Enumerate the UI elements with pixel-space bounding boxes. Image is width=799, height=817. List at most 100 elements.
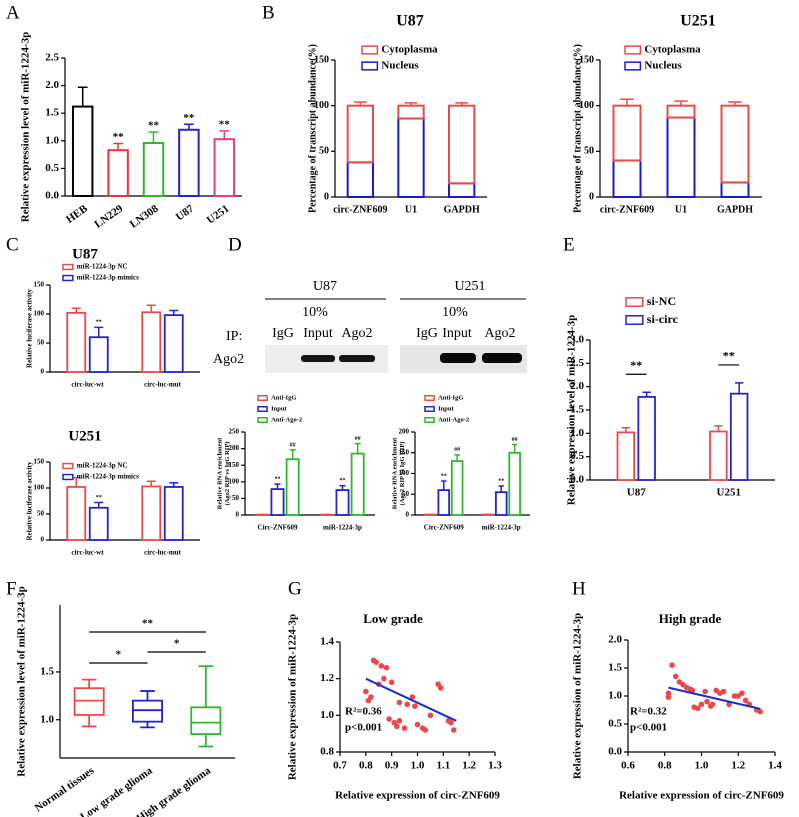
box <box>73 687 105 716</box>
legend-swatch <box>62 274 74 282</box>
significance-label: ** <box>630 358 642 372</box>
panel-label: F <box>6 578 17 599</box>
x-tick-label: GAPDH <box>444 204 480 215</box>
y-axis-label: Relative expression of miR-1224-3p <box>572 613 584 779</box>
y-axis-label: Percentage of transcript abundance(%) <box>572 44 583 213</box>
blot-cell-line: U87 <box>313 279 337 294</box>
significance-label: ** <box>113 131 125 143</box>
point <box>702 688 708 695</box>
box <box>190 706 222 735</box>
point <box>742 697 749 704</box>
legend-label: si-circ <box>647 312 679 326</box>
bar-segment <box>397 104 425 120</box>
whisker-high <box>198 665 214 708</box>
y-axis-label: Relative RNA enrichment <box>216 437 223 509</box>
bar <box>141 485 162 541</box>
x-tick-label: U251 <box>717 487 741 499</box>
legend-swatch <box>424 405 435 413</box>
legend-swatch <box>625 315 644 325</box>
x-tick-label: 0.8 <box>359 760 373 772</box>
blot-percent: 10% <box>302 305 328 320</box>
legend-swatch <box>625 297 644 307</box>
western-blot: U87 10% U251 10% IP: Ago2 IgG Input Ago2… <box>213 279 527 373</box>
bar <box>637 396 656 481</box>
bar-segment <box>448 182 476 199</box>
y-tick-label: 50 <box>584 146 594 157</box>
point <box>396 718 403 724</box>
stat-label: p<0.001 <box>345 722 382 734</box>
x-tick-label: 0.7 <box>333 760 347 772</box>
error-bar <box>642 391 651 397</box>
significance-label: ** <box>275 476 281 482</box>
point <box>386 716 392 722</box>
legend-label: Nucleus <box>381 60 419 72</box>
point <box>665 694 672 700</box>
point <box>739 690 745 696</box>
error-bar <box>354 101 367 106</box>
significance-label: ## <box>355 436 361 442</box>
y-tick-label: 2.0 <box>570 380 584 392</box>
y-tick-label: 50 <box>402 490 410 498</box>
point <box>437 685 444 691</box>
significance-label: ** <box>441 473 447 479</box>
y-axis-label: Percentage of transcript abundance(%) <box>307 44 318 213</box>
y-tick-label: 50 <box>232 494 240 502</box>
x-tick-label: GAPDH <box>717 204 753 215</box>
significance-label: ** <box>498 478 504 484</box>
error-bar <box>184 123 194 130</box>
legend-label: Anti-Ago-2 <box>271 416 302 423</box>
y-tick-label: 150 <box>34 281 45 289</box>
x-tick-label: circ-luc-mut <box>144 381 181 389</box>
x-tick-label: 1.0 <box>695 760 709 772</box>
x-axis-label: Relative expression of circ-ZNF609 <box>335 790 500 802</box>
point <box>363 688 369 695</box>
point <box>422 727 429 733</box>
y-tick-label: 1.0 <box>608 690 622 702</box>
x-tick-label: Circ-ZNF609 <box>258 524 298 532</box>
y-tick-label: 0.0 <box>570 474 584 486</box>
legend-label: Cytoplasma <box>644 44 701 56</box>
bar <box>494 491 508 516</box>
error-bar <box>621 426 631 433</box>
y-tick-label: 0 <box>324 191 329 202</box>
chart-title: U87 <box>72 246 98 262</box>
y-tick-label: 0.0 <box>45 190 59 202</box>
significance-label: ** <box>723 349 735 363</box>
error-bar <box>339 485 346 491</box>
legend-swatch <box>62 462 74 470</box>
legend-swatch <box>424 416 435 424</box>
x-tick-label: LN308 <box>128 202 161 230</box>
y-axis-label: Relative RNA enrichment <box>391 437 398 509</box>
panel-label: E <box>563 234 575 255</box>
y-tick-label: 1.0 <box>45 134 59 146</box>
bar <box>141 311 162 373</box>
significance-label: ** <box>183 112 195 124</box>
chart-title: U251 <box>680 13 716 30</box>
x-tick-label: circ-ZNF609 <box>333 204 387 215</box>
bar <box>178 128 200 197</box>
significance-label: ## <box>512 437 518 443</box>
x-tick-label: circ-ZNF609 <box>600 204 654 215</box>
point <box>383 664 390 671</box>
blot-cell-line: U251 <box>454 279 485 294</box>
error-bar <box>94 501 104 508</box>
y-tick-label: 150 <box>399 448 410 456</box>
y-tick-label: 50 <box>37 339 45 347</box>
error-bar <box>146 480 156 487</box>
bar <box>88 336 109 373</box>
point <box>757 708 764 715</box>
y-tick-label: 1.5 <box>570 404 584 416</box>
y-axis-label: Relative luciferase activity <box>26 289 34 368</box>
bar <box>450 460 464 516</box>
y-tick-label: 2.5 <box>45 52 59 64</box>
point <box>695 705 701 712</box>
bar <box>437 489 451 516</box>
point <box>720 688 727 695</box>
chart-title: U87 <box>396 13 424 30</box>
point <box>704 698 710 705</box>
y-tick-label: 0 <box>589 191 594 202</box>
point <box>709 701 716 708</box>
y-tick-label: 0 <box>236 511 240 519</box>
x-tick-label: U1 <box>675 204 687 215</box>
x-tick-label: LN229 <box>92 202 125 230</box>
